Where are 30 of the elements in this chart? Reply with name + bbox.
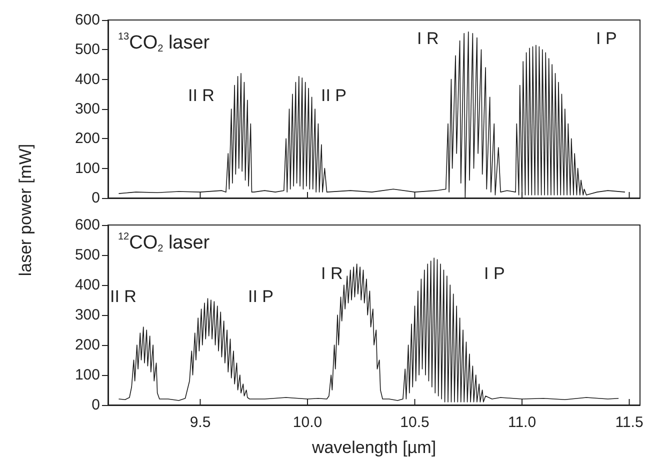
y-tick-label: 400 xyxy=(74,70,100,88)
y-tick-label: 300 xyxy=(74,100,100,118)
y-tick-label: 500 xyxy=(74,41,100,58)
annotation: II P xyxy=(248,287,274,306)
annotation: I P xyxy=(596,29,617,48)
annotation: I R xyxy=(321,264,343,283)
annotation: I R xyxy=(417,29,439,48)
x-tick-label: 9.5 xyxy=(190,414,211,431)
annotation: II R xyxy=(110,287,136,306)
annotation: I P xyxy=(484,264,505,283)
annotation: II R xyxy=(188,86,214,105)
x-tick-label: 10.0 xyxy=(292,414,322,431)
y-tick-label: 300 xyxy=(74,306,100,324)
x-tick-label: 10.5 xyxy=(400,414,430,431)
y-tick-label: 400 xyxy=(74,276,100,294)
annotation: II P xyxy=(321,86,347,105)
y-tick-label: 600 xyxy=(74,216,100,234)
x-axis-title: wavelength [µm] xyxy=(310,438,436,457)
y-tick-label: 100 xyxy=(74,160,100,177)
x-tick-label: 11.0 xyxy=(508,414,536,431)
y-tick-label: 500 xyxy=(74,246,100,264)
y-tick-label: 200 xyxy=(74,130,100,148)
y-tick-label: 0 xyxy=(92,190,100,206)
y-tick-label: 100 xyxy=(74,366,100,384)
y-tick-label: 600 xyxy=(74,12,100,28)
y-tick-label: 0 xyxy=(92,396,100,414)
y-axis-title: laser power [mW] xyxy=(16,144,36,276)
y-tick-label: 200 xyxy=(74,336,100,354)
line-series xyxy=(118,258,619,402)
x-tick-label: 11.5 xyxy=(615,414,644,431)
